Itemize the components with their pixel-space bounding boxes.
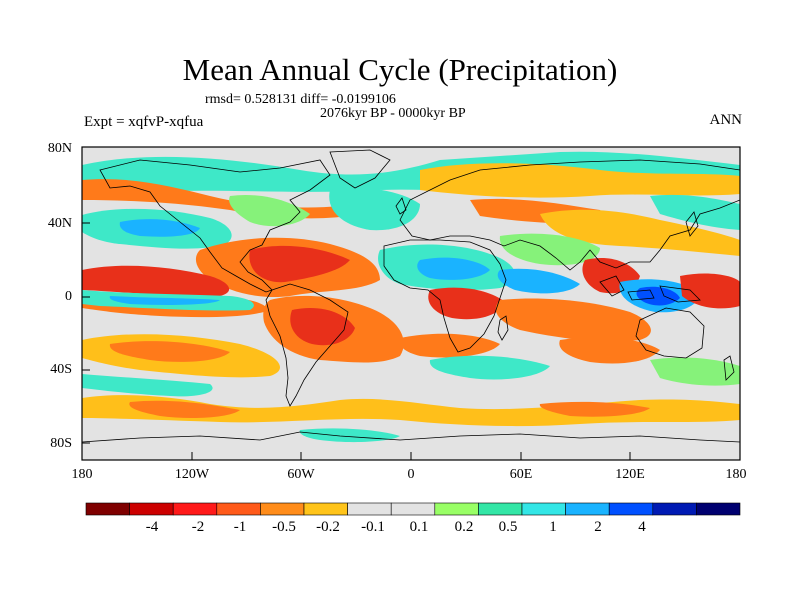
anomaly-patch xyxy=(680,273,740,309)
anomaly-patch xyxy=(399,333,500,358)
lon-label: 120E xyxy=(615,467,645,482)
stats-line: rmsd= 0.528131 diff= -0.0199106 xyxy=(205,92,396,107)
anomaly-patch xyxy=(82,374,213,397)
anomaly-patch xyxy=(229,194,310,227)
anomaly-patch xyxy=(119,219,200,237)
colorbar-segment xyxy=(303,502,348,516)
coastline-south-america xyxy=(265,283,349,407)
colorbar-segment xyxy=(347,502,392,516)
lat-label: 80S xyxy=(50,436,72,451)
coastlines xyxy=(82,149,740,443)
colorbar-label: -2 xyxy=(191,519,205,535)
precip-anomaly-field xyxy=(82,151,740,443)
anomaly-patch xyxy=(650,357,740,386)
colorbar-segment xyxy=(390,502,436,516)
lon-label: 180 xyxy=(71,467,93,482)
anomaly-patch xyxy=(329,187,420,231)
anomaly-patch xyxy=(636,286,680,306)
colorbar-label: 0.2 xyxy=(454,519,474,535)
colorbar-segment xyxy=(521,502,566,516)
colorbar-label: 0.5 xyxy=(498,519,518,535)
colorbar-label: 2 xyxy=(594,519,602,535)
anomaly-patch xyxy=(495,298,651,342)
coastline-japan xyxy=(685,211,699,237)
lon-label: 120W xyxy=(174,467,210,482)
coastline-australia xyxy=(635,307,705,359)
anomaly-patch xyxy=(109,296,220,305)
colorbar-label: 1 xyxy=(549,519,557,535)
colorbar-label: -1 xyxy=(233,519,247,535)
colorbar-label: -0.1 xyxy=(361,519,385,535)
anomaly-patch xyxy=(129,400,240,418)
coastline-north-america xyxy=(99,159,331,293)
season-label: ANN xyxy=(709,112,743,128)
anomaly-patch xyxy=(497,268,580,294)
lon-label: 180 xyxy=(725,467,747,482)
colorbar-label: 4 xyxy=(638,519,646,535)
lat-label: 80N xyxy=(47,141,72,156)
colorbar-segment xyxy=(129,502,174,516)
experiment-label: Expt = xqfvP-xqfua xyxy=(84,114,204,130)
colorbar-segment xyxy=(608,502,654,516)
colorbar-segment xyxy=(696,502,741,516)
coastline-new-zealand xyxy=(723,355,735,381)
anomaly-patch xyxy=(417,257,490,280)
anomaly-patch xyxy=(539,401,650,417)
anomaly-patch xyxy=(559,337,660,364)
colorbar-segment xyxy=(652,502,697,516)
anomaly-patch xyxy=(249,245,350,283)
coastline-greenland xyxy=(329,149,391,189)
colorbar-label: -4 xyxy=(145,519,159,535)
anomaly-patch xyxy=(540,209,740,256)
anomaly-patch xyxy=(109,341,230,362)
anomaly-patch xyxy=(429,355,550,380)
colorbar-label: 0.1 xyxy=(409,519,429,535)
colorbar-segment xyxy=(216,502,261,516)
anomaly-patch xyxy=(82,265,230,297)
colorbar-label: -0.5 xyxy=(272,519,296,535)
period-line: 2076kyr BP - 0000kyr BP xyxy=(320,106,466,121)
colorbar xyxy=(85,502,741,516)
axis-ticks xyxy=(81,146,741,460)
lat-label: 0 xyxy=(65,289,72,304)
coastline-indonesia xyxy=(599,275,701,303)
coastline-eurasia xyxy=(399,159,740,271)
lon-label: 0 xyxy=(407,467,415,482)
lat-label: 40S xyxy=(50,362,72,377)
coastline-antarctica xyxy=(82,431,740,443)
anomaly-patch xyxy=(82,395,740,427)
anomaly-patch xyxy=(420,163,740,198)
colorbar-segment xyxy=(85,502,130,516)
colorbar-segment xyxy=(260,502,305,516)
colorbar-segment xyxy=(172,502,218,516)
anomaly-patch xyxy=(650,194,740,230)
lat-label: 40N xyxy=(47,216,72,231)
colorbar-segment xyxy=(478,502,523,516)
coastline-uk xyxy=(395,197,407,215)
colorbar-segment xyxy=(434,502,479,516)
colorbar-label: -0.2 xyxy=(316,519,340,535)
anomaly-patch xyxy=(428,287,505,320)
lon-label: 60W xyxy=(287,467,315,482)
colorbar-segment xyxy=(565,502,610,516)
plot-title: Mean Annual Cycle (Precipitation) xyxy=(182,52,618,87)
coastline-africa xyxy=(383,239,507,353)
coastline-madagascar xyxy=(497,315,509,341)
lon-label: 60E xyxy=(509,467,533,482)
